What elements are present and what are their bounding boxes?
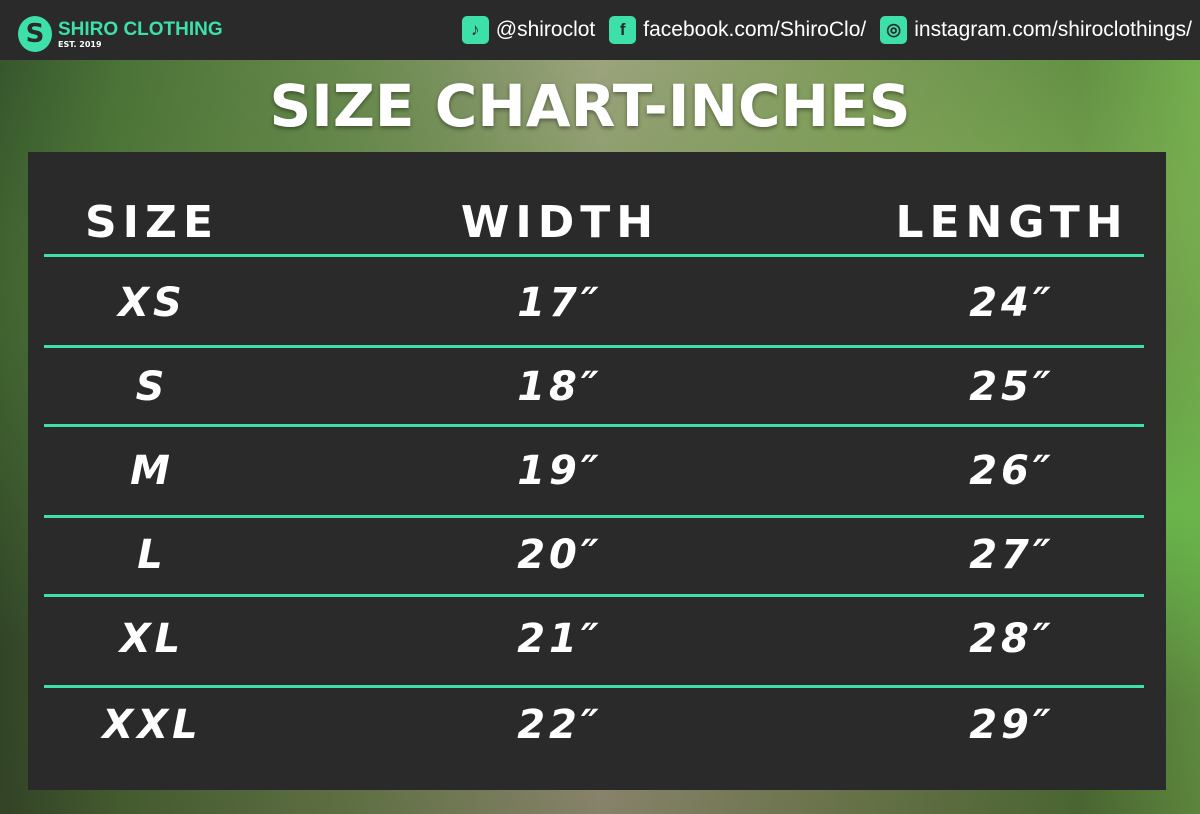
brand-name: SHIRO CLOTHING <box>58 18 223 40</box>
cell-width: 22″ <box>517 702 603 748</box>
facebook-icon: f <box>609 16 637 44</box>
cell-length: 25″ <box>969 364 1055 410</box>
logo: S SHIRO CLOTHING EST. 2019 <box>18 16 223 52</box>
row-divider <box>44 594 1144 597</box>
cell-width: 19″ <box>517 448 603 494</box>
cell-size: L <box>137 532 167 578</box>
header-width: WIDTH <box>460 197 660 248</box>
cell-width: 21″ <box>517 616 603 662</box>
row-divider <box>44 254 1144 257</box>
cell-width: 18″ <box>517 364 603 410</box>
tiktok-link[interactable]: ♪ @shiroclot <box>461 16 596 44</box>
row-divider <box>44 685 1144 688</box>
cell-length: 26″ <box>969 448 1055 494</box>
cell-size: XS <box>118 280 186 326</box>
tiktok-icon: ♪ <box>461 16 489 44</box>
cat-s-logo-icon: S <box>18 16 52 52</box>
row-divider <box>44 345 1144 348</box>
brand-est: EST. 2019 <box>58 39 102 49</box>
cell-size: S <box>135 364 169 410</box>
tiktok-handle: @shiroclot <box>495 18 596 41</box>
instagram-icon: ◎ <box>880 16 908 44</box>
header-length: LENGTH <box>895 197 1129 248</box>
cell-size: XXL <box>102 702 202 748</box>
row-divider <box>44 424 1144 427</box>
cell-width: 20″ <box>517 532 603 578</box>
instagram-link[interactable]: ◎ instagram.com/shiroclothings/ <box>880 16 1192 44</box>
cell-length: 24″ <box>969 280 1055 326</box>
cell-length: 28″ <box>969 616 1055 662</box>
instagram-url: instagram.com/shiroclothings/ <box>914 18 1192 41</box>
cell-width: 17″ <box>517 280 603 326</box>
size-table: SIZE WIDTH LENGTH XS 17″ 24″ S 18″ 25″ M 19″ 26″… <box>28 152 1166 790</box>
cell-size: XL <box>119 616 185 662</box>
cell-size: M <box>130 448 174 494</box>
social-links: ♪ @shiroclot f facebook.com/ShiroClo/ ◎ ins… <box>461 16 1192 44</box>
row-divider <box>44 515 1144 518</box>
facebook-url: facebook.com/ShiroClo/ <box>643 18 867 41</box>
cell-length: 29″ <box>969 702 1055 748</box>
facebook-link[interactable]: f facebook.com/ShiroClo/ <box>609 16 866 44</box>
header-size: SIZE <box>84 197 220 248</box>
page-title: SIZE CHART-INCHES <box>269 72 911 140</box>
cell-length: 27″ <box>969 532 1055 578</box>
